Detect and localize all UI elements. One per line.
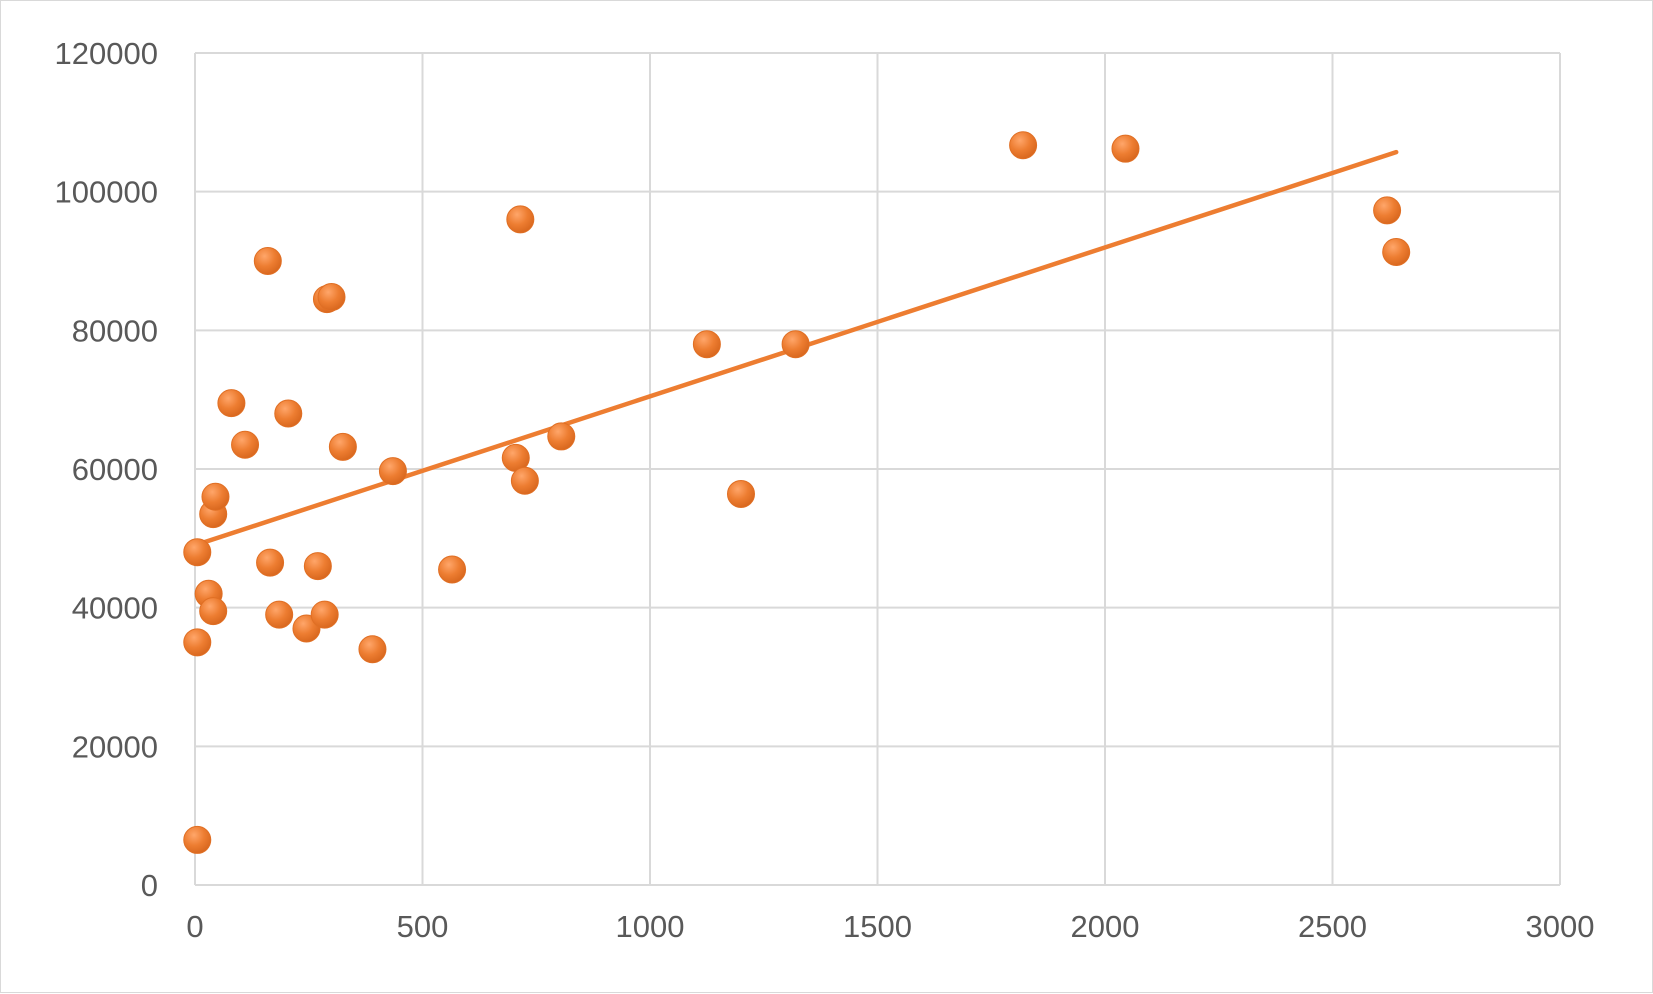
y-tick-label: 40000 [72, 591, 158, 626]
data-point [310, 600, 339, 629]
data-point [1111, 134, 1140, 163]
data-point [506, 205, 535, 234]
data-point [358, 635, 387, 664]
data-point [1009, 131, 1038, 160]
data-point [781, 330, 810, 359]
data-point [378, 457, 407, 486]
x-tick-label: 500 [397, 909, 449, 944]
data-point [274, 399, 303, 428]
points-layer [183, 131, 1411, 854]
data-point [692, 330, 721, 359]
data-point [547, 422, 576, 451]
tick-labels-layer: 0 20000 40000 60000 80000 100000 120000 0 500 100… [55, 36, 1595, 944]
x-tick-label: 0 [186, 909, 203, 944]
y-tick-label: 100000 [55, 175, 158, 210]
data-point [201, 482, 230, 511]
data-point [1382, 237, 1411, 266]
data-point [183, 628, 212, 657]
x-tick-label: 2500 [1298, 909, 1367, 944]
x-tick-label: 1500 [843, 909, 912, 944]
data-point [253, 247, 282, 275]
data-point [328, 432, 357, 461]
data-point [256, 548, 285, 577]
x-tick-label: 3000 [1526, 909, 1595, 944]
y-tick-label: 0 [141, 868, 158, 903]
y-tick-label: 120000 [55, 36, 158, 71]
data-point [183, 538, 212, 567]
data-point [265, 600, 294, 629]
y-tick-label: 60000 [72, 452, 158, 487]
data-point [438, 555, 467, 584]
data-point [317, 283, 346, 312]
data-point [231, 430, 260, 459]
y-tick-label: 20000 [72, 729, 158, 764]
x-tick-label: 1000 [616, 909, 685, 944]
data-point [510, 466, 539, 495]
data-point [199, 597, 228, 626]
y-tick-label: 80000 [72, 313, 158, 348]
data-point [217, 389, 246, 418]
data-point [183, 825, 212, 854]
data-point [303, 552, 332, 581]
x-tick-label: 2000 [1071, 909, 1140, 944]
grid-layer [194, 52, 1561, 886]
data-point [727, 479, 755, 508]
data-point [1373, 196, 1402, 225]
